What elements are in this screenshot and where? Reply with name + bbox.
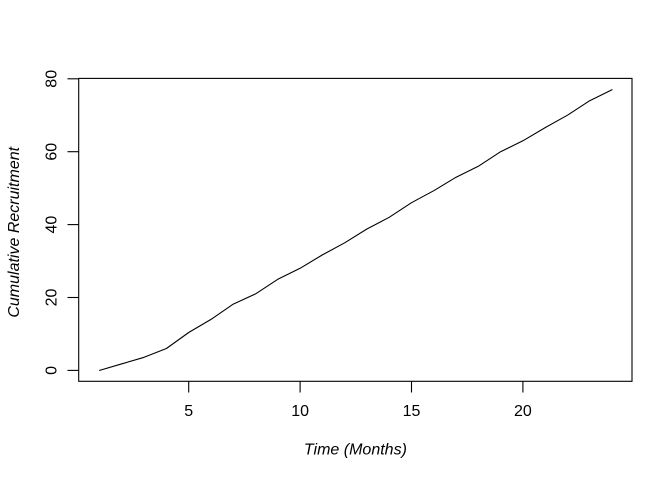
svg-text:Cumulative Recruitment: Cumulative Recruitment bbox=[6, 146, 23, 317]
svg-text:60: 60 bbox=[44, 143, 61, 161]
svg-text:5: 5 bbox=[184, 403, 193, 420]
svg-text:80: 80 bbox=[44, 70, 61, 88]
svg-text:15: 15 bbox=[403, 403, 421, 420]
svg-text:20: 20 bbox=[44, 289, 61, 307]
svg-text:40: 40 bbox=[44, 216, 61, 234]
svg-text:20: 20 bbox=[514, 403, 532, 420]
svg-text:Time (Months): Time (Months) bbox=[304, 442, 407, 459]
svg-text:0: 0 bbox=[44, 366, 61, 375]
svg-text:10: 10 bbox=[291, 403, 309, 420]
